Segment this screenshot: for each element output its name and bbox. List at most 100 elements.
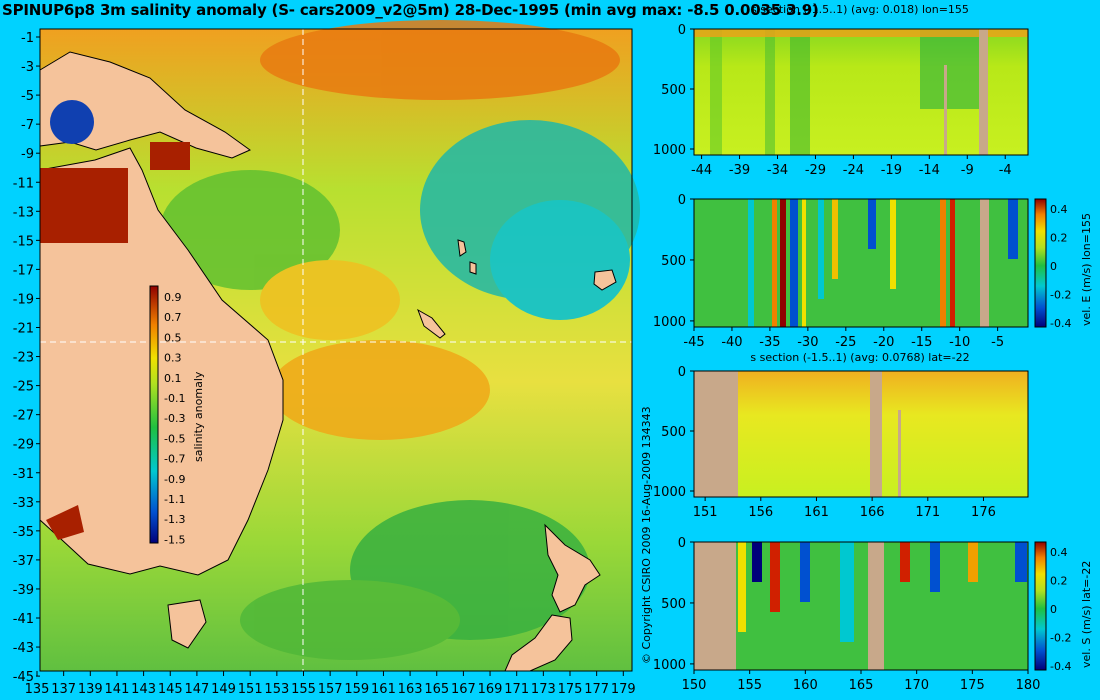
- panel2-x-tick-label: -20: [873, 335, 894, 350]
- panel2-feature-band: [790, 199, 798, 327]
- section-panel-3: 151 156 161 166 171 176 0 500 1000: [653, 365, 1029, 520]
- panel1-y-tick-label: 500: [661, 83, 686, 98]
- panel1-y-tick-label: 0: [678, 23, 686, 38]
- panel2-feature-band: [772, 199, 777, 327]
- panel1-x-tick-label: -34: [767, 163, 788, 178]
- panel4-feature-band: [1015, 542, 1027, 582]
- panel3-x-tick-label: 171: [915, 505, 940, 520]
- map-lat-tick-label: -45: [13, 670, 34, 685]
- map-lon-tick-label: 155: [291, 682, 316, 697]
- panel2-axes: -45 -40 -35 -30 -25 -20 -15 -10 -5 0 500 1000: [653, 193, 1004, 350]
- salinity-colorbar-tick-label: -0.5: [164, 432, 185, 445]
- panel2-feature-band: [818, 199, 824, 299]
- new-caledonia-landmass: [417, 308, 446, 339]
- panel2-feature-band: [780, 199, 786, 327]
- salinity-colorbar-tick-label: 0.7: [164, 311, 182, 324]
- map-lon-tick-label: 149: [211, 682, 236, 697]
- map-lon-tick-label: 177: [584, 682, 609, 697]
- panel1-x-tick-label: -24: [843, 163, 864, 178]
- panel3-masked-land: [694, 371, 738, 497]
- panel4-x-tick-label: 175: [960, 678, 985, 693]
- salinity-colorbar-tick-label: -0.7: [164, 453, 185, 466]
- panel2-colorbar-tick-label: 0.2: [1050, 232, 1068, 245]
- panel4-feature-band: [738, 542, 746, 632]
- panel4-x-tick-label: 170: [904, 678, 929, 693]
- salinity-colorbar-tick-label: -0.1: [164, 392, 185, 405]
- panel2-x-tick-label: -10: [949, 335, 970, 350]
- copyright-notice: © Copyright CSIRO 2009 16-Aug-2009 13434…: [640, 406, 653, 664]
- panel3-x-tick-label: 166: [860, 505, 885, 520]
- map-lat-tick-label: -1: [21, 31, 34, 46]
- map-lon-tick-label: 147: [184, 682, 209, 697]
- panel2-feature-band: [950, 199, 955, 327]
- panel1-x-tick-label: -4: [999, 163, 1012, 178]
- gulf-carpentaria-anomaly: [40, 168, 128, 243]
- panel2-colorbar-tick-label: 0.4: [1050, 203, 1068, 216]
- panel4-y-tick-label: 500: [661, 597, 686, 612]
- map-lat-tick-label: -3: [21, 60, 34, 75]
- panel3-x-tick-label: 176: [971, 505, 996, 520]
- panel4-masked-land: [694, 542, 736, 670]
- panel2-x-tick-label: -25: [835, 335, 856, 350]
- map-frame: [39, 28, 633, 672]
- map-lat-tick-label: -21: [13, 322, 34, 337]
- panel4-colorbar-ramp: [1034, 541, 1047, 671]
- panel3-x-tick-label: 151: [693, 505, 718, 520]
- panel2-feature-band: [748, 199, 754, 327]
- panel3-masked-column: [898, 410, 901, 497]
- panel4-feature-band: [770, 542, 780, 612]
- map-lat-tick-label: -17: [13, 263, 34, 278]
- panel2-features: [748, 199, 1018, 327]
- panel3-axes: 151 156 161 166 171 176 0 500 1000: [653, 365, 996, 520]
- map-lon-tick-label: 135: [25, 682, 50, 697]
- panel4-colorbar-tick-label: 0: [1050, 603, 1057, 616]
- panel2-x-tick-label: -35: [759, 335, 780, 350]
- map-lon-tick-label: 153: [264, 682, 289, 697]
- panel1-y-tick-label: 1000: [653, 143, 686, 158]
- panel1-title: s section (-1.5..1) (avg: 0.018) lon=155: [751, 3, 969, 16]
- map-lat-tick-label: -27: [13, 409, 34, 424]
- panel4-y-tick-label: 0: [678, 536, 686, 551]
- panel4-x-tick-label: 180: [1016, 678, 1041, 693]
- map-anomaly-patches: [160, 20, 640, 660]
- salinity-colorbar-tick-label: 0.3: [164, 352, 182, 365]
- chart-title: SPINUP6p8 3m salinity anomaly (S- cars20…: [2, 1, 819, 19]
- panel1-x-tick-label: -39: [729, 163, 750, 178]
- panel1-x-tick-label: -29: [805, 163, 826, 178]
- panel1-axes: -44 -39 -34 -29 -24 -19 -14 -9 -4 0 500 1000: [653, 23, 1012, 178]
- panel1-masked-column: [979, 29, 988, 155]
- panel1-x-tick-label: -9: [961, 163, 974, 178]
- panel2-feature-band: [890, 199, 896, 289]
- panel1-x-tick-label: -44: [691, 163, 712, 178]
- map-lat-tick-label: -29: [13, 438, 34, 453]
- panel2-feature-band: [1008, 199, 1018, 259]
- panel4-feature-band: [840, 542, 854, 642]
- panel4-colorbar-tick-label: -0.2: [1050, 632, 1071, 645]
- panel2-y-tick-label: 500: [661, 254, 686, 269]
- map-lon-tick-label: 175: [558, 682, 583, 697]
- salinity-colorbar-tick-label: 0.1: [164, 372, 182, 385]
- torres-anomaly: [150, 142, 190, 170]
- map-lat-tick-label: -11: [13, 176, 34, 191]
- map-lat-tick-label: -35: [13, 525, 34, 540]
- panel4-colorbar-tick-label: 0.4: [1050, 546, 1068, 559]
- panel4-feature-band: [968, 542, 978, 582]
- fiji-islands: [593, 269, 617, 291]
- panel1-x-tick-label: -14: [919, 163, 940, 178]
- salinity-colorbar-ramp: [149, 285, 159, 544]
- map-lon-tick-label: 179: [611, 682, 636, 697]
- map-land: [39, 51, 617, 672]
- panel1-frame: [693, 28, 1029, 156]
- panel4-y-tick-label: 1000: [653, 658, 686, 673]
- panel4-colorbar-tick-label: 0.2: [1050, 575, 1068, 588]
- australia-landmass: [39, 147, 284, 576]
- panel2-x-tick-label: -5: [991, 335, 1004, 350]
- panel3-title: s section (-1.5..1) (avg: 0.0768) lat=-2…: [750, 351, 970, 364]
- panel4-x-tick-label: 160: [793, 678, 818, 693]
- panel2-frame: [693, 198, 1029, 328]
- panel1-feature-band: [765, 29, 775, 155]
- panel3-frame: [693, 370, 1029, 498]
- panel2-plot: [694, 199, 1028, 327]
- panel2-y-tick-label: 1000: [653, 315, 686, 330]
